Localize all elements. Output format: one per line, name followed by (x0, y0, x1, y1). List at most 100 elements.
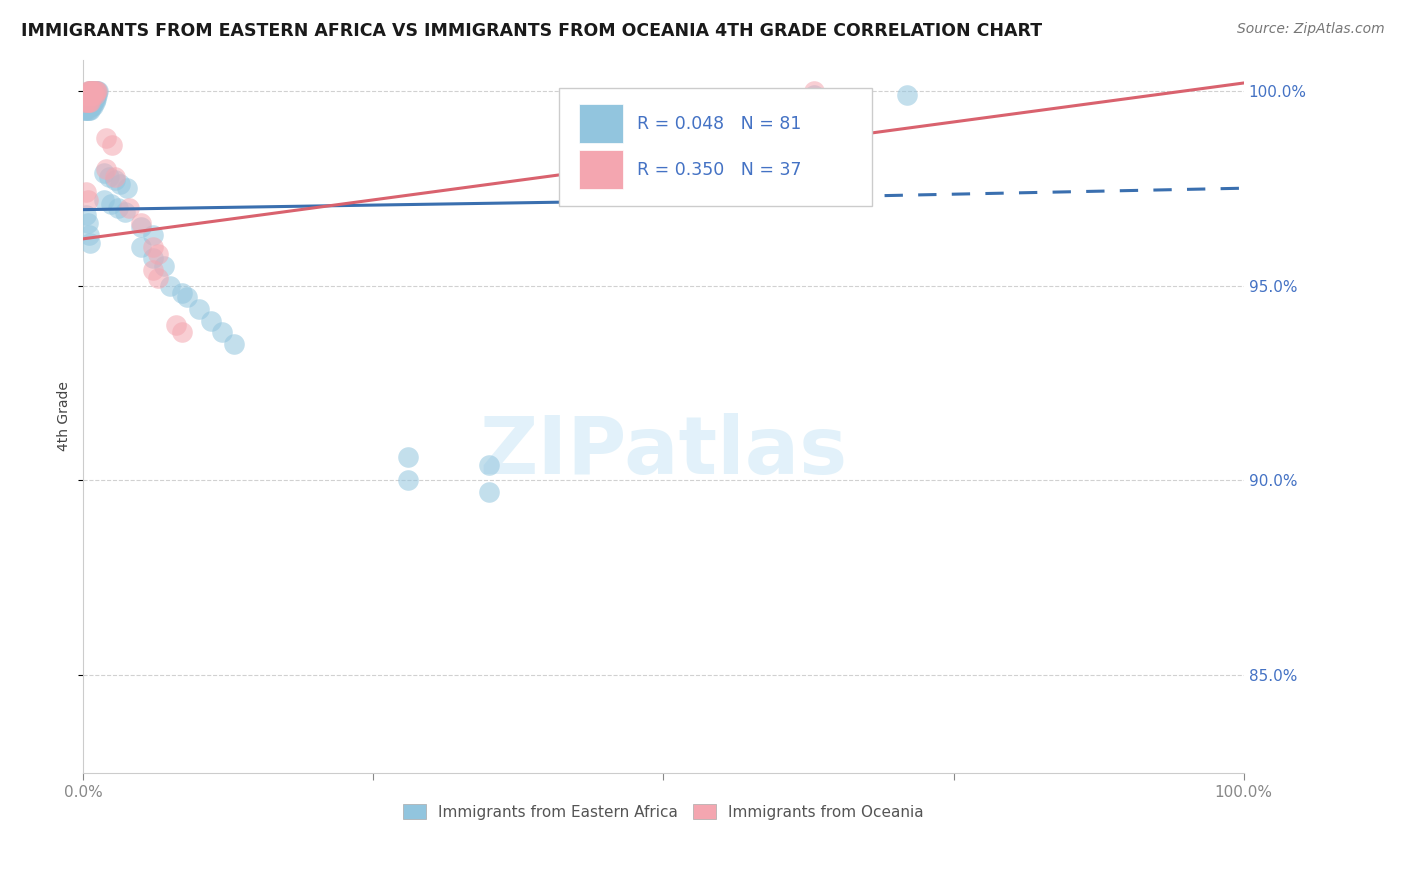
Point (200, 314, 222, 328)
Point (82, 87, 104, 102)
Point (76, 193, 98, 207)
Point (75, 103, 97, 118)
Point (79, 92, 101, 106)
Point (96, 161, 118, 176)
Point (82, 87, 104, 102)
Point (76, 87, 98, 102)
Point (80, 92, 103, 106)
Point (222, 337, 245, 351)
Point (75, 185, 97, 199)
Point (82, 92, 104, 106)
Point (896, 87, 918, 102)
Point (75, 95, 97, 110)
Point (129, 240, 152, 254)
Point (104, 169, 127, 184)
Point (77, 227, 100, 242)
Point (86, 87, 108, 102)
Point (83, 95, 105, 110)
Point (82, 84, 104, 98)
Point (82, 99, 104, 113)
Point (396, 450, 419, 464)
Point (77, 103, 100, 118)
Point (80, 87, 103, 102)
Point (73, 99, 96, 113)
Point (82, 99, 104, 113)
Point (77, 95, 100, 110)
Point (108, 178, 131, 192)
Point (84, 84, 107, 98)
Point (73, 103, 96, 118)
Point (82, 84, 104, 98)
Point (176, 290, 198, 304)
Point (77, 84, 100, 98)
Point (86, 84, 108, 98)
Point (76, 103, 98, 118)
Point (82, 87, 104, 102)
Point (82, 84, 104, 98)
Point (83, 87, 105, 102)
Point (80, 95, 103, 110)
Point (129, 220, 152, 235)
Point (76, 99, 98, 113)
Point (79, 84, 101, 98)
Point (77, 84, 100, 98)
Text: R = 0.048   N = 81: R = 0.048 N = 81 (637, 115, 801, 133)
Point (803, 84, 825, 98)
Point (84, 92, 107, 106)
Point (396, 474, 419, 488)
Point (115, 181, 138, 195)
Point (142, 227, 165, 242)
Point (75, 99, 97, 113)
Point (101, 138, 124, 153)
Point (75, 95, 97, 110)
Point (82, 95, 104, 110)
Point (82, 87, 104, 102)
Text: Source: ZipAtlas.com: Source: ZipAtlas.com (1237, 22, 1385, 37)
Y-axis label: 4th Grade: 4th Grade (58, 381, 72, 451)
Point (93, 193, 115, 207)
Point (76, 95, 98, 110)
Text: ZIPatlas: ZIPatlas (479, 413, 848, 491)
Point (159, 278, 181, 293)
Point (84, 84, 107, 98)
Point (76, 87, 98, 102)
Text: IMMIGRANTS FROM EASTERN AFRICA VS IMMIGRANTS FROM OCEANIA 4TH GRADE CORRELATION : IMMIGRANTS FROM EASTERN AFRICA VS IMMIGR… (21, 22, 1042, 40)
Point (79, 235, 101, 250)
Point (79, 95, 101, 110)
Point (211, 326, 233, 340)
Point (75, 209, 97, 223)
Legend: Immigrants from Eastern Africa, Immigrants from Oceania: Immigrants from Eastern Africa, Immigran… (396, 797, 929, 826)
Point (100, 196, 122, 211)
Point (75, 103, 97, 118)
Point (83, 92, 105, 106)
Point (170, 286, 193, 301)
Point (79, 87, 101, 102)
Bar (579, 150, 623, 189)
Point (165, 318, 187, 332)
Point (97, 169, 120, 184)
Point (188, 301, 211, 316)
Point (478, 458, 501, 472)
Point (153, 259, 176, 273)
Point (77, 95, 100, 110)
Point (107, 201, 129, 215)
Point (79, 84, 101, 98)
Point (148, 247, 170, 261)
Point (77, 87, 100, 102)
Point (170, 326, 193, 340)
Point (86, 84, 108, 98)
Point (80, 87, 103, 102)
Point (83, 87, 105, 102)
Point (79, 99, 101, 113)
Point (142, 263, 165, 277)
Point (80, 84, 103, 98)
Text: R = 0.350   N = 37: R = 0.350 N = 37 (637, 161, 801, 179)
Point (96, 130, 118, 145)
Point (80, 84, 103, 98)
Point (93, 166, 115, 180)
Point (83, 84, 105, 98)
Point (129, 216, 152, 230)
Point (79, 87, 101, 102)
Point (104, 173, 127, 187)
Point (84, 87, 107, 102)
